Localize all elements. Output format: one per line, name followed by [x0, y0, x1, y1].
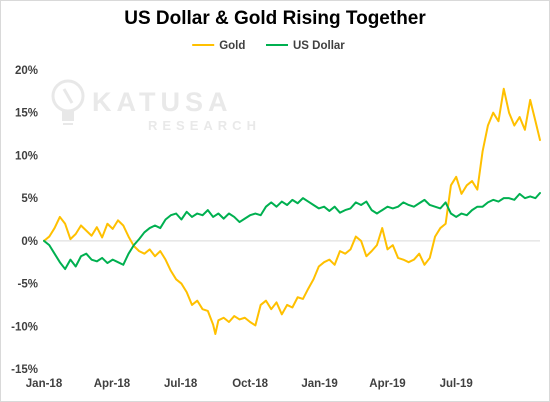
series-group — [43, 87, 541, 335]
watermark-sub: RESEARCH — [148, 118, 261, 133]
watermark: KATUSA RESEARCH — [51, 79, 261, 133]
chart-title: US Dollar & Gold Rising Together — [124, 8, 426, 29]
y-tick-label: 0% — [21, 236, 38, 248]
series-line-us-dollar — [43, 192, 541, 271]
y-tick-label: 5% — [21, 193, 38, 205]
lightbulb-icon — [51, 79, 85, 125]
x-tick-label: Apr-18 — [94, 378, 131, 390]
x-tick-label: Jul-19 — [440, 378, 473, 390]
watermark-brand: KATUSA — [92, 87, 233, 117]
series-line-gold — [43, 87, 541, 335]
y-tick-label: -5% — [18, 279, 38, 291]
y-tick-label: 15% — [15, 108, 38, 120]
legend-label: Gold — [219, 40, 245, 52]
x-tick-label: Oct-18 — [232, 378, 268, 390]
axes: -15% -10% -5% 0% 5% 10% 15% 20% Jan-18 Apr-18 Jul-… — [11, 65, 540, 390]
x-tick-label: Apr-19 — [369, 378, 405, 390]
x-tick-label: Jan-18 — [26, 378, 63, 390]
legend: Gold US Dollar — [192, 40, 345, 52]
x-tick-label: Jul-18 — [164, 378, 198, 390]
y-tick-label: -15% — [11, 364, 38, 376]
x-tick-label: Jan-19 — [301, 378, 337, 390]
y-tick-label: -10% — [11, 321, 38, 333]
legend-label: US Dollar — [293, 40, 345, 52]
y-tick-label: 20% — [15, 65, 38, 77]
y-tick-label: 10% — [15, 150, 38, 162]
